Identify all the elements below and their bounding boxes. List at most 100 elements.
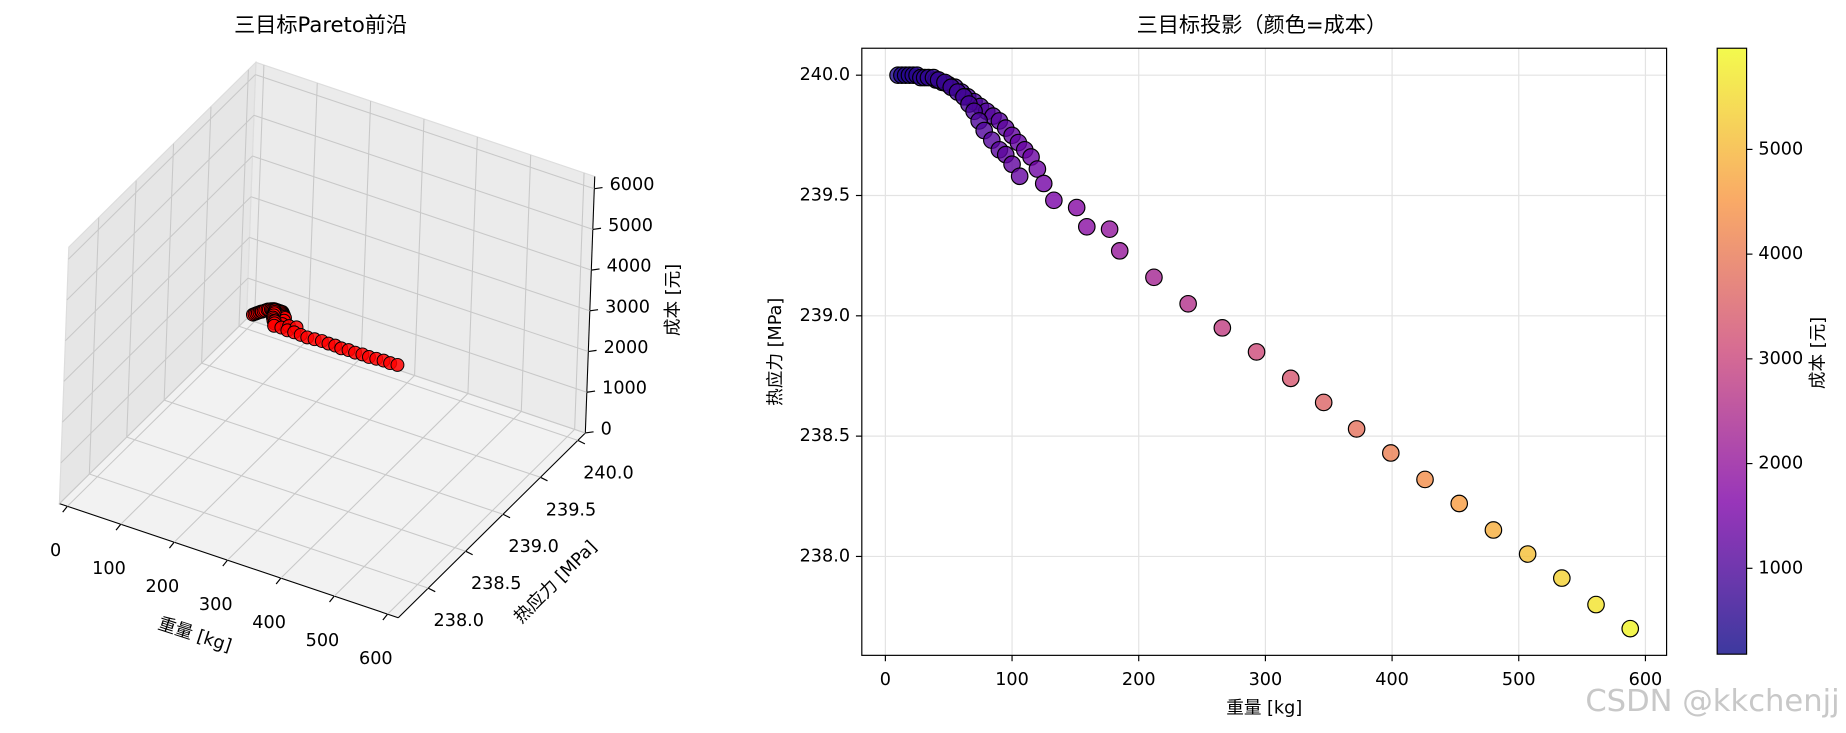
grid-line [253, 65, 265, 322]
grid-line [88, 217, 100, 475]
y-tick-label: 239.5 [546, 500, 596, 520]
tick [585, 431, 594, 434]
tick [540, 476, 548, 482]
grid-line [333, 411, 522, 597]
grid-line [67, 321, 255, 507]
point [1518, 545, 1537, 563]
y-tick-label: 238.0 [800, 546, 850, 566]
grid-line [201, 106, 212, 364]
grid-line [163, 399, 504, 515]
x-tick-label: 600 [359, 649, 393, 669]
colorbar-tick-label: 2000 [1758, 454, 1803, 474]
point [1179, 294, 1197, 313]
colorbar [1716, 47, 1748, 655]
point [1484, 521, 1503, 539]
y-tick-label: 239.0 [508, 537, 558, 557]
tick [62, 505, 68, 513]
z-tick-label: 2000 [604, 338, 649, 358]
z-tick-label: 3000 [605, 297, 650, 317]
grid-line [360, 100, 372, 358]
point [1145, 268, 1163, 287]
axis-line [584, 176, 596, 433]
x-tick-label: 200 [146, 577, 180, 597]
tick [594, 186, 603, 190]
x-tick-label: 300 [199, 595, 233, 615]
grid-line [280, 393, 469, 579]
point [1110, 242, 1129, 260]
y-tick-label: 240.0 [800, 65, 850, 85]
tick [588, 349, 597, 353]
grid-line [201, 362, 541, 478]
tick [586, 390, 596, 393]
grid-line [59, 318, 247, 504]
x-tick-label: 500 [1502, 670, 1536, 690]
tick [382, 613, 389, 621]
grid-line [574, 172, 585, 430]
colorbar-tick-label: 5000 [1758, 139, 1803, 159]
point [1028, 160, 1047, 178]
grid-line [60, 277, 249, 464]
point [1045, 191, 1063, 210]
colorbar-label: 成本 [元] [1807, 317, 1828, 389]
tick [427, 587, 436, 593]
tick [502, 513, 511, 519]
point [1553, 569, 1571, 587]
grid-line [467, 136, 478, 394]
x-tick-label: 200 [1122, 670, 1156, 690]
x-tick-label: 500 [306, 631, 340, 651]
x-axis-label: 重量 [kg] [155, 613, 234, 656]
point [1347, 420, 1366, 438]
grid-line [255, 74, 595, 190]
x-tick-label: 400 [252, 613, 286, 633]
colorbar-tick-label: 1000 [1758, 558, 1803, 578]
grid-line [163, 143, 175, 401]
point [1587, 595, 1605, 614]
tick [329, 595, 335, 603]
grid-line [250, 196, 590, 312]
point [1621, 619, 1640, 638]
z-tick-label: 5000 [608, 216, 653, 236]
tick [115, 523, 122, 531]
grid-line [89, 473, 429, 589]
axis-line [397, 432, 586, 619]
x-tick-label: 600 [1629, 670, 1663, 690]
tick [591, 268, 600, 271]
grid-line [173, 357, 362, 543]
point [1247, 343, 1266, 361]
colorbar-tick-label: 4000 [1758, 244, 1803, 264]
x-tick-label: 100 [995, 670, 1029, 690]
y-tick-label: 240.0 [583, 463, 633, 483]
grid-line [66, 114, 255, 301]
point [1067, 198, 1086, 217]
point [1281, 369, 1300, 388]
grid-line [387, 429, 576, 615]
chart-title: 三目标Pareto前沿 [234, 12, 407, 37]
tick [589, 309, 599, 312]
x-axis-label: 重量 [kg] [1226, 697, 1302, 718]
x-tick-label: 300 [1249, 670, 1283, 690]
tick [222, 559, 228, 567]
z-tick-label: 6000 [610, 175, 655, 195]
grid-line [67, 74, 256, 260]
grid-line [227, 375, 415, 561]
grid-line [120, 339, 309, 525]
y-axis-label: 热应力 [MPa] [765, 298, 786, 406]
plot-frame [861, 47, 1668, 656]
tick [275, 577, 282, 585]
x-tick-label: 0 [50, 541, 61, 561]
grid-line [63, 196, 252, 382]
axis-line [59, 503, 399, 619]
tick [592, 227, 602, 230]
y-tick-label: 238.5 [471, 574, 521, 594]
grid-line [126, 180, 137, 438]
point [390, 357, 405, 372]
grid-line [65, 155, 253, 342]
point [1314, 393, 1333, 412]
point [1213, 319, 1232, 337]
point [1100, 220, 1119, 239]
colorbar-tick-label: 3000 [1758, 349, 1803, 369]
grid-line [62, 237, 250, 423]
z-tick-label: 0 [601, 419, 612, 439]
grid-line [238, 325, 579, 441]
x-tick-label: 400 [1375, 670, 1409, 690]
